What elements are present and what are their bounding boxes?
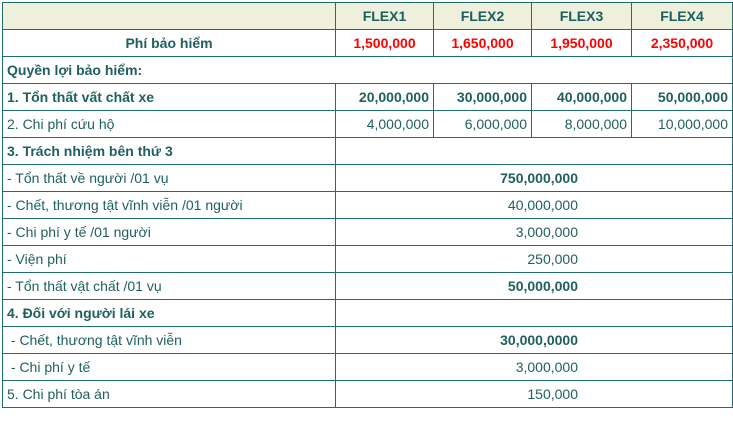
row-label: Phí bảo hiểm <box>2 29 336 57</box>
value-cell: 4,000,000 <box>335 110 434 138</box>
row-label: - Chi phí y tế <box>2 353 336 381</box>
premium-value: 1,950,000 <box>531 29 632 57</box>
value-cell: 250,000 <box>335 245 733 273</box>
value-cell: 40,000,000 <box>531 83 632 111</box>
row-label: - Tổn thất vật chất /01 vụ <box>2 272 336 300</box>
premium-row: Phí bảo hiểm 1,500,000 1,650,000 1,950,0… <box>2 29 733 57</box>
row-label: 5. Chi phí tòa án <box>2 380 336 408</box>
value-cell: 6,000,000 <box>433 110 532 138</box>
table-row: 5. Chi phí tòa án 150,000 <box>2 380 733 408</box>
header-blank <box>2 2 336 30</box>
premium-value: 1,500,000 <box>335 29 434 57</box>
value-cell: 8,000,000 <box>531 110 632 138</box>
table-row: - Chết, thương tật vĩnh viễn /01 người 40… <box>2 191 733 219</box>
row-label: - Tổn thất về người /01 vụ <box>2 164 336 192</box>
table-row: - Viện phí 250,000 <box>2 245 733 273</box>
value-cell: 30,000,000 <box>433 83 532 111</box>
table-row: - Chết, thương tật vĩnh viễn 30,000,0000 <box>2 326 733 354</box>
plan-header: FLEX4 <box>631 2 733 30</box>
table-row: 2. Chi phí cứu hộ 4,000,000 6,000,000 8,… <box>2 110 733 138</box>
empty-cell <box>335 137 733 165</box>
row-label: - Chết, thương tật vĩnh viễn <box>2 326 336 354</box>
row-label: 2. Chi phí cứu hộ <box>2 110 336 138</box>
value-cell: 40,000,000 <box>335 191 733 219</box>
empty-cell <box>335 299 733 327</box>
section-row: 4. Đối với người lái xe <box>2 299 733 327</box>
row-label: 1. Tổn thất vất chất xe <box>2 83 336 111</box>
row-label: - Viện phí <box>2 245 336 273</box>
value-cell: 3,000,000 <box>335 218 733 246</box>
table-row: - Chi phí y tế 3,000,000 <box>2 353 733 381</box>
row-label: 4. Đối với người lái xe <box>2 299 336 327</box>
value-cell: 30,000,0000 <box>335 326 733 354</box>
table-row: - Tổn thất vật chất /01 vụ 50,000,000 <box>2 272 733 300</box>
premium-value: 1,650,000 <box>433 29 532 57</box>
table-row: - Chi phí y tế /01 người 3,000,000 <box>2 218 733 246</box>
table-row: 1. Tổn thất vất chất xe 20,000,000 30,00… <box>2 83 733 111</box>
value-cell: 3,000,000 <box>335 353 733 381</box>
row-label: - Chết, thương tật vĩnh viễn /01 người <box>2 191 336 219</box>
value-cell: 750,000,000 <box>335 164 733 192</box>
value-cell: 10,000,000 <box>631 110 733 138</box>
value-cell: 150,000 <box>335 380 733 408</box>
value-cell: 20,000,000 <box>335 83 434 111</box>
value-cell: 50,000,000 <box>631 83 733 111</box>
section-row: Quyền lợi bảo hiểm: <box>2 56 733 84</box>
section-row: 3. Trách nhiệm bên thứ 3 <box>2 137 733 165</box>
row-label: 3. Trách nhiệm bên thứ 3 <box>2 137 336 165</box>
insurance-comparison-table: FLEX1 FLEX2 FLEX3 FLEX4 Phí bảo hiểm 1,5… <box>2 2 733 408</box>
benefits-title: Quyền lợi bảo hiểm: <box>2 56 733 84</box>
plan-header: FLEX2 <box>433 2 532 30</box>
plan-header: FLEX1 <box>335 2 434 30</box>
table-row: - Tổn thất về người /01 vụ 750,000,000 <box>2 164 733 192</box>
plan-header: FLEX3 <box>531 2 632 30</box>
row-label: - Chi phí y tế /01 người <box>2 218 336 246</box>
header-row: FLEX1 FLEX2 FLEX3 FLEX4 <box>2 2 733 30</box>
premium-value: 2,350,000 <box>631 29 733 57</box>
value-cell: 50,000,000 <box>335 272 733 300</box>
